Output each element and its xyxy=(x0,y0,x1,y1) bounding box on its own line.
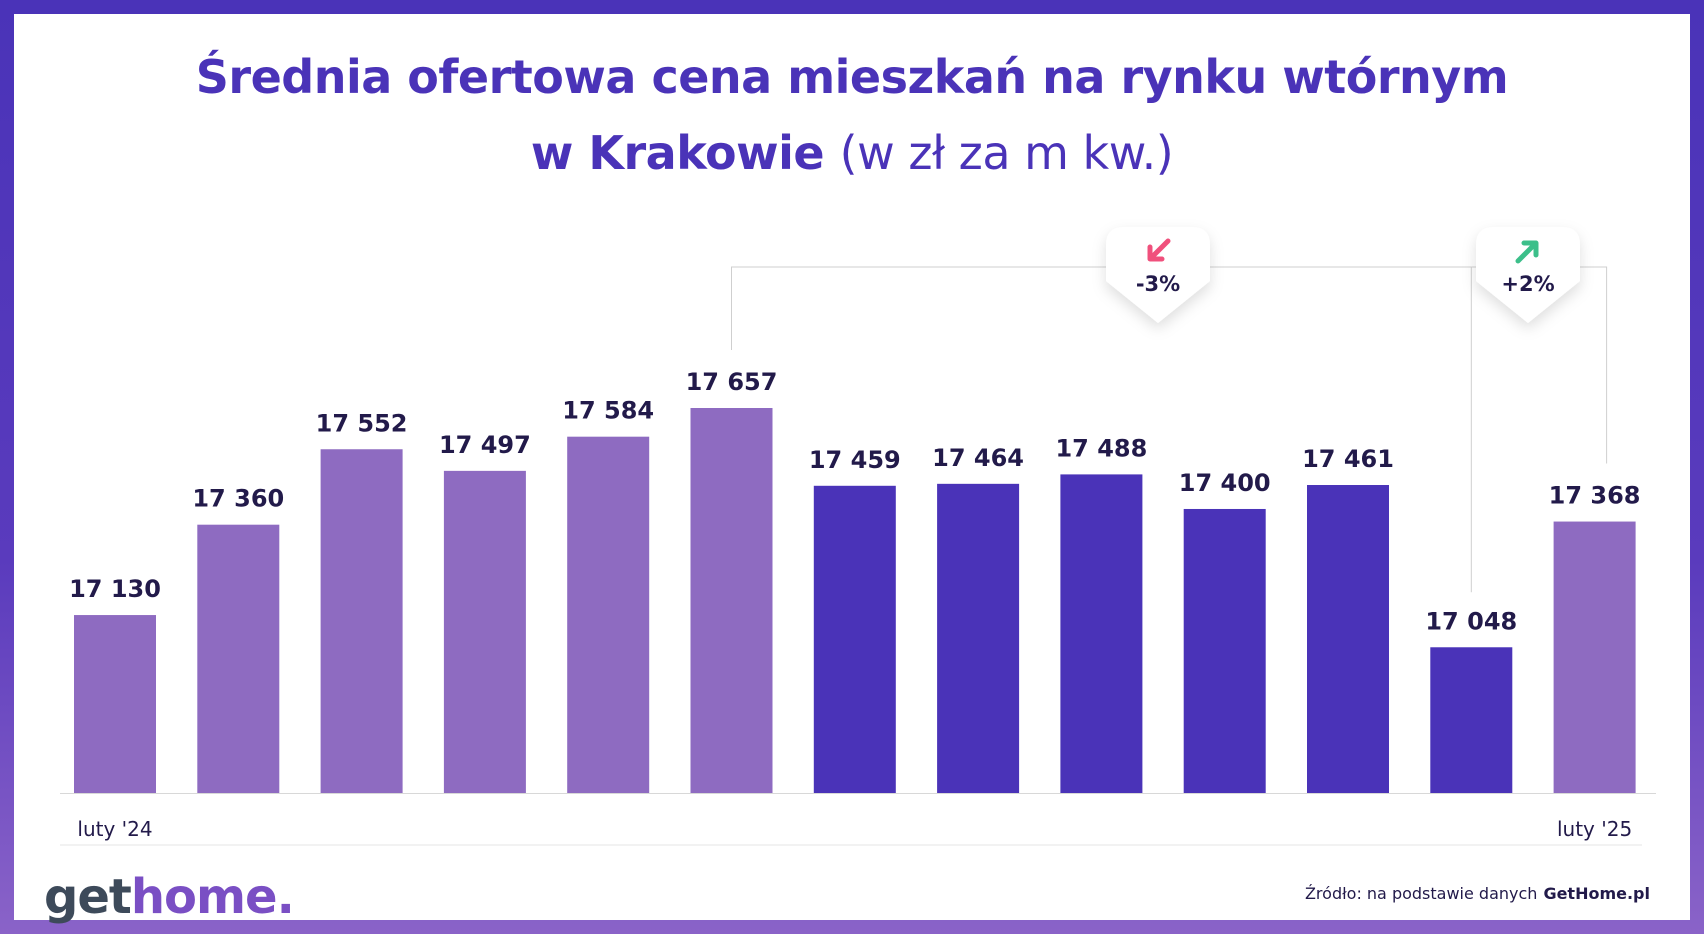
logo-get: get xyxy=(44,869,132,925)
chart-title-line2: w Krakowie (w zł za m kw.) xyxy=(14,126,1690,180)
bar xyxy=(690,408,773,793)
data-label: 17 400 xyxy=(1179,469,1271,497)
source-text: Źródło: na podstawie danych xyxy=(1304,884,1538,903)
data-label: 17 497 xyxy=(439,431,531,459)
data-label: 17 459 xyxy=(809,446,901,474)
data-label: 17 488 xyxy=(1055,434,1147,462)
source-note: Źródło: na podstawie danych GetHome.pl xyxy=(1305,884,1650,903)
data-label: 17 360 xyxy=(192,485,284,513)
data-label: 17 657 xyxy=(686,368,778,396)
gethome-logo: gethome. xyxy=(44,869,295,925)
bar xyxy=(197,524,280,793)
change-bubble xyxy=(1106,227,1210,323)
x-tick-label: luty '24 xyxy=(77,817,152,841)
chart-title-city: w Krakowie xyxy=(530,126,825,180)
bar xyxy=(937,483,1020,793)
data-label: 17 368 xyxy=(1549,482,1641,510)
bar xyxy=(74,615,156,793)
bar xyxy=(320,449,403,793)
data-label: 17 048 xyxy=(1425,607,1517,635)
data-label: 17 584 xyxy=(562,397,654,425)
bar xyxy=(1183,508,1266,793)
arrow-down-icon xyxy=(1147,238,1171,262)
data-label: 17 464 xyxy=(932,444,1024,472)
source-brand: GetHome.pl xyxy=(1543,884,1650,903)
logo-home: home. xyxy=(130,869,295,925)
bar xyxy=(1430,647,1513,793)
change-bubble xyxy=(1476,227,1580,323)
change-label: -3% xyxy=(1136,272,1180,296)
data-label: 17 461 xyxy=(1302,445,1394,473)
bar xyxy=(567,436,650,793)
bar xyxy=(1307,485,1389,793)
data-label: 17 552 xyxy=(316,409,408,437)
bar xyxy=(1060,474,1143,793)
x-tick-label: luty '25 xyxy=(1557,817,1632,841)
bar xyxy=(813,485,896,793)
data-label: 17 130 xyxy=(69,575,161,603)
chart-title-line1: Średnia ofertowa cena mieszkań na rynku … xyxy=(195,50,1509,104)
arrow-up-icon xyxy=(1515,240,1539,264)
chart-title-unit: (w zł za m kw.) xyxy=(839,126,1174,180)
change-label: +2% xyxy=(1501,272,1554,296)
bar xyxy=(443,470,526,793)
bar xyxy=(1553,521,1636,793)
